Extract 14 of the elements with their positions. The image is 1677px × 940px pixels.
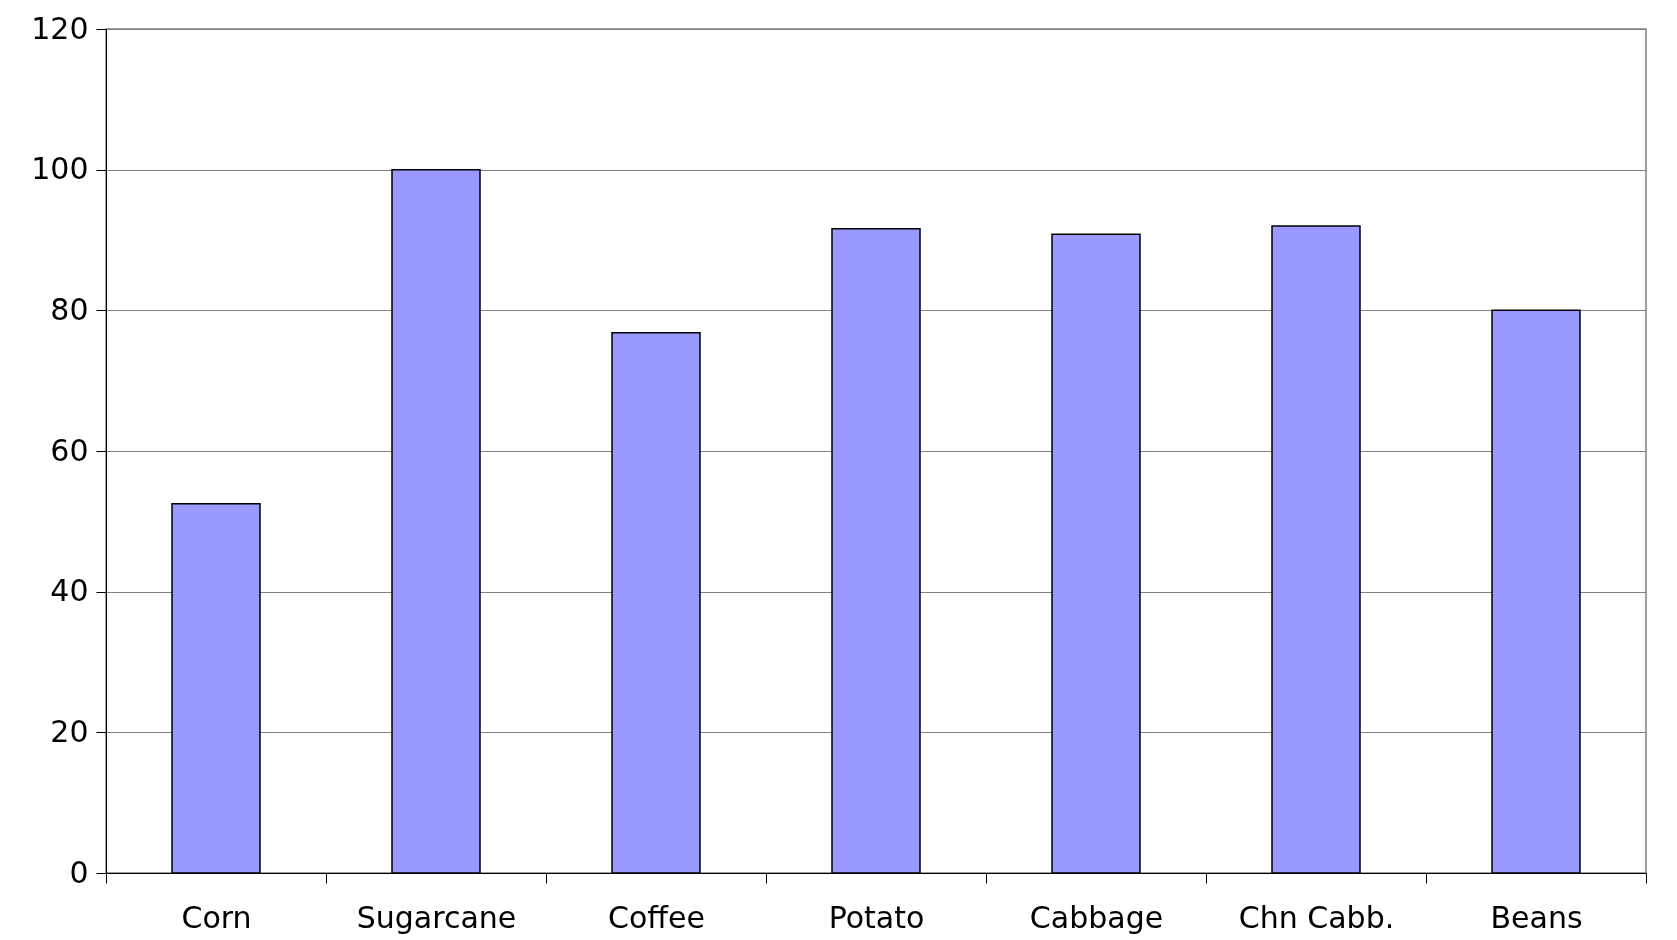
x-tick-label: Corn bbox=[181, 899, 252, 935]
x-tick-label: Coffee bbox=[608, 899, 705, 935]
y-tick-label: 0 bbox=[69, 854, 89, 890]
x-tick-label: Potato bbox=[828, 899, 925, 935]
y-tick-label: 100 bbox=[31, 151, 89, 187]
x-tick-label: Chn Cabb. bbox=[1238, 899, 1395, 935]
x-tick-label: Beans bbox=[1490, 899, 1583, 935]
y-tick-label: 60 bbox=[50, 432, 89, 468]
x-tick-label: Sugarcane bbox=[356, 899, 517, 935]
y-tick-label: 120 bbox=[31, 10, 89, 46]
y-tick-label: 40 bbox=[50, 573, 89, 609]
y-tick-label: 20 bbox=[50, 713, 89, 749]
y-tick-label: 80 bbox=[50, 291, 89, 327]
x-tick-label: Cabbage bbox=[1029, 899, 1164, 935]
